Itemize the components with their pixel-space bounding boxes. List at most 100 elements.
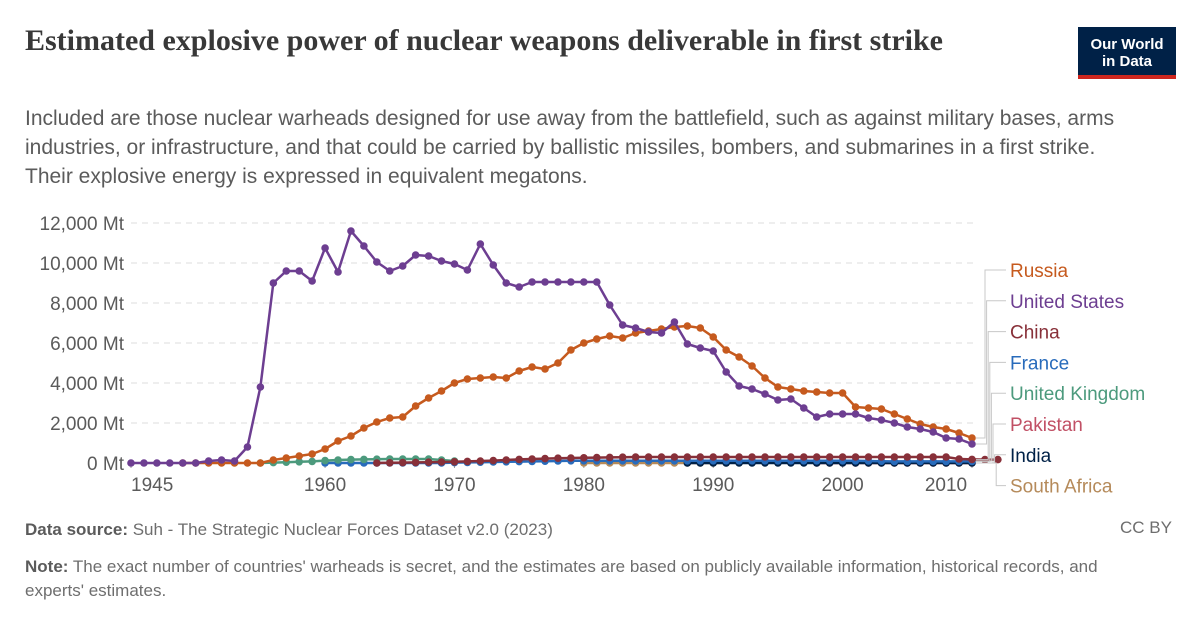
legend-item[interactable]: China bbox=[1010, 323, 1060, 344]
data-point[interactable] bbox=[398, 262, 407, 270]
data-point[interactable] bbox=[618, 334, 627, 342]
data-point[interactable] bbox=[567, 278, 575, 286]
data-point[interactable] bbox=[748, 453, 756, 461]
data-point[interactable] bbox=[800, 453, 808, 461]
data-point[interactable] bbox=[877, 405, 886, 413]
data-point[interactable] bbox=[217, 456, 226, 464]
data-point[interactable] bbox=[644, 453, 653, 461]
data-point[interactable] bbox=[916, 425, 925, 433]
data-point[interactable] bbox=[153, 459, 161, 467]
data-point[interactable] bbox=[347, 432, 355, 440]
data-point[interactable] bbox=[450, 379, 459, 387]
data-point[interactable] bbox=[994, 455, 1002, 464]
data-point[interactable] bbox=[890, 410, 899, 418]
data-point[interactable] bbox=[942, 453, 950, 461]
legend-item[interactable]: United States bbox=[1010, 292, 1124, 313]
data-point[interactable] bbox=[528, 278, 536, 286]
data-point[interactable] bbox=[230, 457, 239, 465]
data-point[interactable] bbox=[411, 458, 420, 467]
legend-item[interactable]: United Kingdom bbox=[1010, 384, 1145, 405]
data-point[interactable] bbox=[476, 374, 485, 382]
data-point[interactable] bbox=[838, 453, 847, 461]
data-point[interactable] bbox=[295, 267, 304, 275]
data-point[interactable] bbox=[140, 459, 148, 467]
data-point[interactable] bbox=[411, 251, 420, 259]
data-point[interactable] bbox=[321, 445, 329, 453]
data-point[interactable] bbox=[903, 423, 912, 431]
data-point[interactable] bbox=[256, 383, 265, 391]
data-point[interactable] bbox=[450, 260, 459, 268]
data-point[interactable] bbox=[463, 266, 472, 274]
data-point[interactable] bbox=[761, 390, 769, 398]
data-point[interactable] bbox=[851, 403, 860, 411]
data-point[interactable] bbox=[437, 257, 446, 265]
data-point[interactable] bbox=[166, 459, 174, 467]
data-point[interactable] bbox=[580, 454, 588, 462]
data-point[interactable] bbox=[890, 419, 899, 427]
data-point[interactable] bbox=[825, 389, 834, 397]
data-point[interactable] bbox=[748, 385, 756, 393]
data-point[interactable] bbox=[709, 347, 718, 355]
data-point[interactable] bbox=[489, 373, 498, 381]
data-point[interactable] bbox=[541, 278, 549, 286]
data-point[interactable] bbox=[735, 382, 743, 390]
data-point[interactable] bbox=[580, 278, 588, 286]
data-point[interactable] bbox=[696, 453, 705, 461]
data-point[interactable] bbox=[385, 459, 394, 467]
data-point[interactable] bbox=[308, 457, 316, 466]
data-point[interactable] bbox=[968, 455, 976, 464]
data-point[interactable] bbox=[644, 328, 653, 336]
data-point[interactable] bbox=[411, 402, 420, 410]
data-point[interactable] bbox=[851, 410, 860, 418]
legend-item[interactable]: Pakistan bbox=[1010, 415, 1083, 436]
data-point[interactable] bbox=[321, 456, 329, 465]
data-point[interactable] bbox=[282, 267, 291, 275]
legend-item[interactable]: India bbox=[1010, 446, 1052, 467]
data-point[interactable] bbox=[489, 456, 498, 465]
data-point[interactable] bbox=[709, 333, 718, 341]
data-point[interactable] bbox=[929, 428, 937, 436]
data-point[interactable] bbox=[592, 278, 601, 286]
data-point[interactable] bbox=[554, 359, 562, 367]
data-point[interactable] bbox=[269, 456, 278, 464]
data-point[interactable] bbox=[347, 455, 355, 464]
data-point[interactable] bbox=[243, 459, 252, 467]
data-point[interactable] bbox=[605, 453, 614, 462]
data-point[interactable] bbox=[243, 443, 252, 451]
data-point[interactable] bbox=[696, 324, 705, 332]
data-point[interactable] bbox=[347, 227, 355, 235]
data-point[interactable] bbox=[334, 268, 342, 276]
data-point[interactable] bbox=[334, 456, 342, 464]
data-point[interactable] bbox=[592, 335, 601, 343]
data-point[interactable] bbox=[373, 459, 381, 467]
data-point[interactable] bbox=[398, 413, 407, 421]
data-point[interactable] bbox=[385, 414, 394, 422]
data-point[interactable] bbox=[282, 454, 291, 462]
data-point[interactable] bbox=[605, 332, 614, 340]
data-point[interactable] bbox=[670, 318, 679, 326]
data-point[interactable] bbox=[541, 365, 549, 373]
data-point[interactable] bbox=[463, 457, 472, 466]
data-point[interactable] bbox=[812, 453, 821, 461]
data-point[interactable] bbox=[502, 374, 511, 382]
data-point[interactable] bbox=[657, 329, 666, 337]
data-point[interactable] bbox=[528, 363, 536, 371]
data-point[interactable] bbox=[774, 383, 782, 391]
data-point[interactable] bbox=[567, 346, 575, 354]
data-point[interactable] bbox=[903, 453, 912, 461]
data-point[interactable] bbox=[877, 416, 886, 424]
data-point[interactable] bbox=[722, 368, 730, 376]
data-point[interactable] bbox=[631, 324, 640, 332]
data-point[interactable] bbox=[178, 459, 187, 467]
data-point[interactable] bbox=[631, 453, 640, 461]
data-point[interactable] bbox=[955, 429, 963, 437]
data-point[interactable] bbox=[838, 410, 847, 418]
data-point[interactable] bbox=[838, 389, 847, 397]
data-point[interactable] bbox=[373, 258, 381, 266]
owid-logo[interactable]: Our World in Data bbox=[1078, 27, 1176, 79]
data-point[interactable] bbox=[761, 453, 769, 461]
data-point[interactable] bbox=[683, 340, 692, 348]
data-point[interactable] bbox=[360, 455, 368, 464]
data-point[interactable] bbox=[812, 413, 821, 421]
data-point[interactable] bbox=[385, 267, 394, 275]
